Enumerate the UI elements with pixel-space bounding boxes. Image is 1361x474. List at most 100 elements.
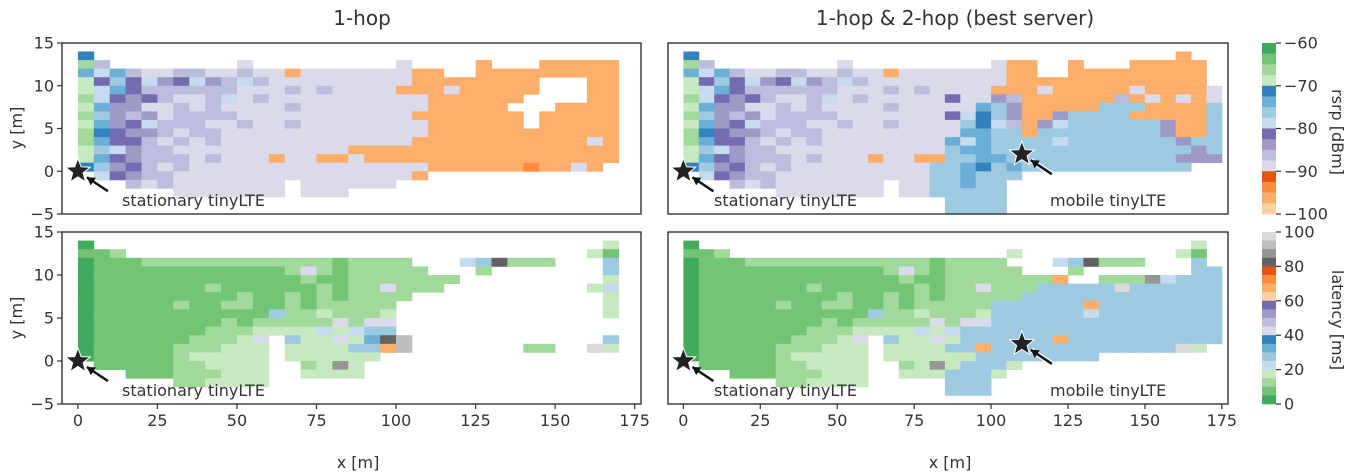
heatmap-cell [991,352,1007,362]
heatmap-cell [284,77,301,87]
heatmap-cell [837,361,853,370]
heatmap-cell [268,102,286,112]
heatmap-cell [268,257,286,267]
heatmap-cell [157,162,174,172]
heatmap-cell [586,283,604,293]
heatmap-cell [93,145,111,155]
heatmap-cell [109,94,126,104]
heatmap-cell [944,179,961,189]
heatmap-cell [93,111,111,121]
mobile-star-icon [1008,139,1036,166]
heatmap-cell [744,145,761,155]
heatmap-cell [837,335,853,345]
heatmap-cell [141,179,158,189]
heatmap-cell [729,137,746,146]
heatmap-cell [173,318,190,327]
heatmap-cell [714,111,730,121]
heatmap-cell [332,361,349,370]
heatmap-cell [1037,318,1053,327]
heatmap-cell [883,128,900,138]
heatmap-cell [914,292,930,302]
heatmap-cell [1114,283,1130,293]
heatmap-cell [944,326,961,336]
heatmap-cell [602,249,620,259]
heatmap-cell [1160,145,1177,155]
heatmap-cell [960,196,977,206]
heatmap-cell [1021,275,1038,284]
heatmap-cell [775,326,792,336]
heatmap-cell [683,335,700,345]
heatmap-cell [1160,162,1177,172]
heatmap-cell [991,179,1007,189]
heatmap-cell [1098,128,1115,138]
heatmap-cell [555,60,572,69]
heatmap-cell [284,309,301,319]
heatmap-cell [141,326,158,336]
heatmap-cell [1129,68,1146,78]
heatmap-cell [316,300,333,310]
heatmap-cell [991,188,1007,198]
heatmap-cell [914,318,930,327]
heatmap-cell [883,275,900,284]
heatmap-cell [975,283,992,293]
heatmap-cell [396,283,413,293]
heatmap-cell [821,102,838,112]
x-tick-label: 175 [1207,411,1238,430]
heatmap-cell [77,275,95,284]
heatmap-cell [729,369,746,379]
heatmap-cell [944,111,961,121]
heatmap-cell [729,343,746,353]
heatmap-cell [1052,343,1069,353]
heatmap-cell [821,309,838,319]
heatmap-cell [173,145,190,155]
heatmap-cells [77,240,620,388]
heatmap-cell [698,119,715,129]
heatmap-cell [396,171,413,181]
heatmap-cell [714,326,730,336]
heatmap-cell [268,68,286,78]
heatmap-cell [744,137,761,146]
heatmap-cell [791,318,807,327]
heatmap-cell [1068,326,1084,336]
heatmap-cell [173,369,190,379]
heatmap-cell [837,292,853,302]
heatmap-cell [944,154,961,164]
heatmap-cell [1068,111,1084,121]
heatmap-cell [698,300,715,310]
heatmap-cell [760,283,777,293]
heatmap-cell [1129,154,1146,164]
heatmap-cell [237,335,254,345]
heatmap-cell [1098,77,1115,87]
heatmap-cell [364,257,381,267]
heatmap-cell [991,85,1007,95]
heatmap-cell [775,275,792,284]
heatmap-cell [698,154,715,164]
heatmap-cell [205,111,222,121]
heatmap-cell [300,128,317,138]
heatmap-cell [898,188,915,198]
heatmap-cell [929,318,946,327]
heatmap-cell [475,77,492,87]
heatmap-cell [683,94,700,104]
heatmap-cell [1021,318,1038,327]
heatmap-cell [1144,128,1161,138]
heatmap-cell [821,352,838,362]
heatmap-cell [821,378,838,388]
heatmap-cell [491,111,508,121]
heatmap-cell [157,275,174,284]
heatmap-cell [837,102,853,112]
heatmap-cell [332,145,349,155]
heatmap-cell [586,154,604,164]
heatmap-cell [868,68,884,78]
heatmap-cell [1175,68,1192,78]
heatmap-cell [205,300,222,310]
heatmap-cell [380,300,397,310]
heatmap-cell [109,137,126,146]
heatmap-cell [944,94,961,104]
heatmap-cell [1098,154,1115,164]
heatmap-cell [683,240,700,250]
heatmap-cell [173,94,190,104]
heatmap-cell [698,60,715,69]
heatmap-cell [380,179,397,189]
